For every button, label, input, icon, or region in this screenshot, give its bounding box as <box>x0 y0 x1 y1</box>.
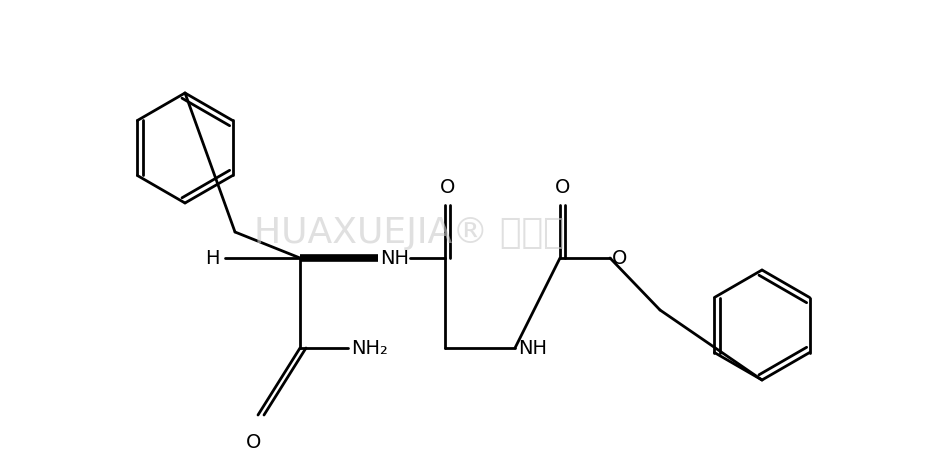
Text: NH₂: NH₂ <box>351 339 388 358</box>
Text: H: H <box>206 248 220 267</box>
Text: HUAXUEJIA® 化学加: HUAXUEJIA® 化学加 <box>254 215 565 250</box>
Text: O: O <box>555 178 571 197</box>
Text: O: O <box>440 178 456 197</box>
Text: O: O <box>612 248 628 267</box>
Text: NH: NH <box>518 339 547 358</box>
Text: NH: NH <box>380 248 409 267</box>
Text: O: O <box>246 433 261 452</box>
